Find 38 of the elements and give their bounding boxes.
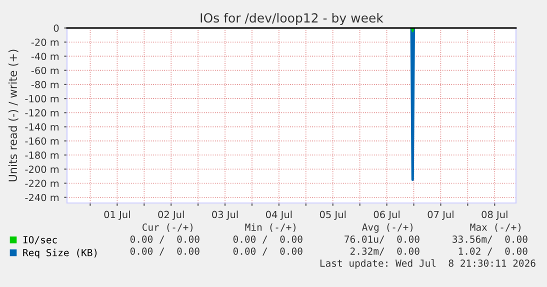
text: 0.00 / 0.00	[130, 247, 200, 256]
text: 33.56m/ 0.00	[452, 235, 528, 244]
x-tick-label: 08 Jul	[482, 210, 508, 220]
y-tick-label: -120 m	[25, 109, 59, 117]
x-tick-label: 01 Jul	[104, 210, 130, 220]
text: 0.00 / 0.00	[130, 235, 200, 244]
x-tick-label: 06 Jul	[374, 210, 400, 220]
legend-label: Req Size (KB)	[23, 248, 97, 258]
y-tick-label: -240 m	[25, 194, 59, 202]
legend-label: IO/sec	[23, 236, 57, 244]
text: 76.01u/ 0.00	[344, 235, 420, 244]
text: 0.00 / 0.00	[233, 235, 302, 244]
text: Last update: Wed Jul 8 21:30:11 2026	[320, 259, 536, 269]
y-tick-label: -100 m	[25, 95, 59, 102]
x-tick-label: 04 Jul	[266, 210, 292, 220]
y-tick-label: -180 m	[25, 151, 59, 159]
y-tick-label: -80 m	[31, 80, 59, 88]
text: 0.00 / 0.00	[233, 247, 302, 256]
y-tick-label: -160 m	[25, 137, 59, 145]
text: Min (-/+)	[245, 223, 296, 232]
text: Max (-/+)	[470, 223, 521, 232]
text: 1.02 / 0.00	[458, 247, 528, 256]
y-axis-title: Units read (-) / write (+)	[8, 50, 18, 182]
x-tick-label: 07 Jul	[428, 210, 454, 220]
text: 2.32m/ 0.00	[350, 247, 420, 256]
text: Avg (-/+)	[362, 223, 413, 233]
y-tick-label: -40 m	[31, 52, 59, 60]
x-tick-label: 03 Jul	[212, 210, 238, 220]
y-tick-label: -140 m	[25, 123, 59, 131]
text: Cur (-/+)	[142, 223, 193, 232]
y-tick-label: 0	[54, 24, 59, 32]
y-tick-label: -20 m	[31, 38, 59, 46]
y-tick-label: -200 m	[25, 166, 59, 173]
x-tick-label: 02 Jul	[158, 210, 184, 220]
y-tick-label: -60 m	[31, 66, 59, 74]
x-tick-label: 05 Jul	[320, 210, 346, 220]
chart-title: IOs for /dev/loop12 - by week	[200, 12, 384, 26]
y-tick-label: -220 m	[25, 180, 59, 188]
